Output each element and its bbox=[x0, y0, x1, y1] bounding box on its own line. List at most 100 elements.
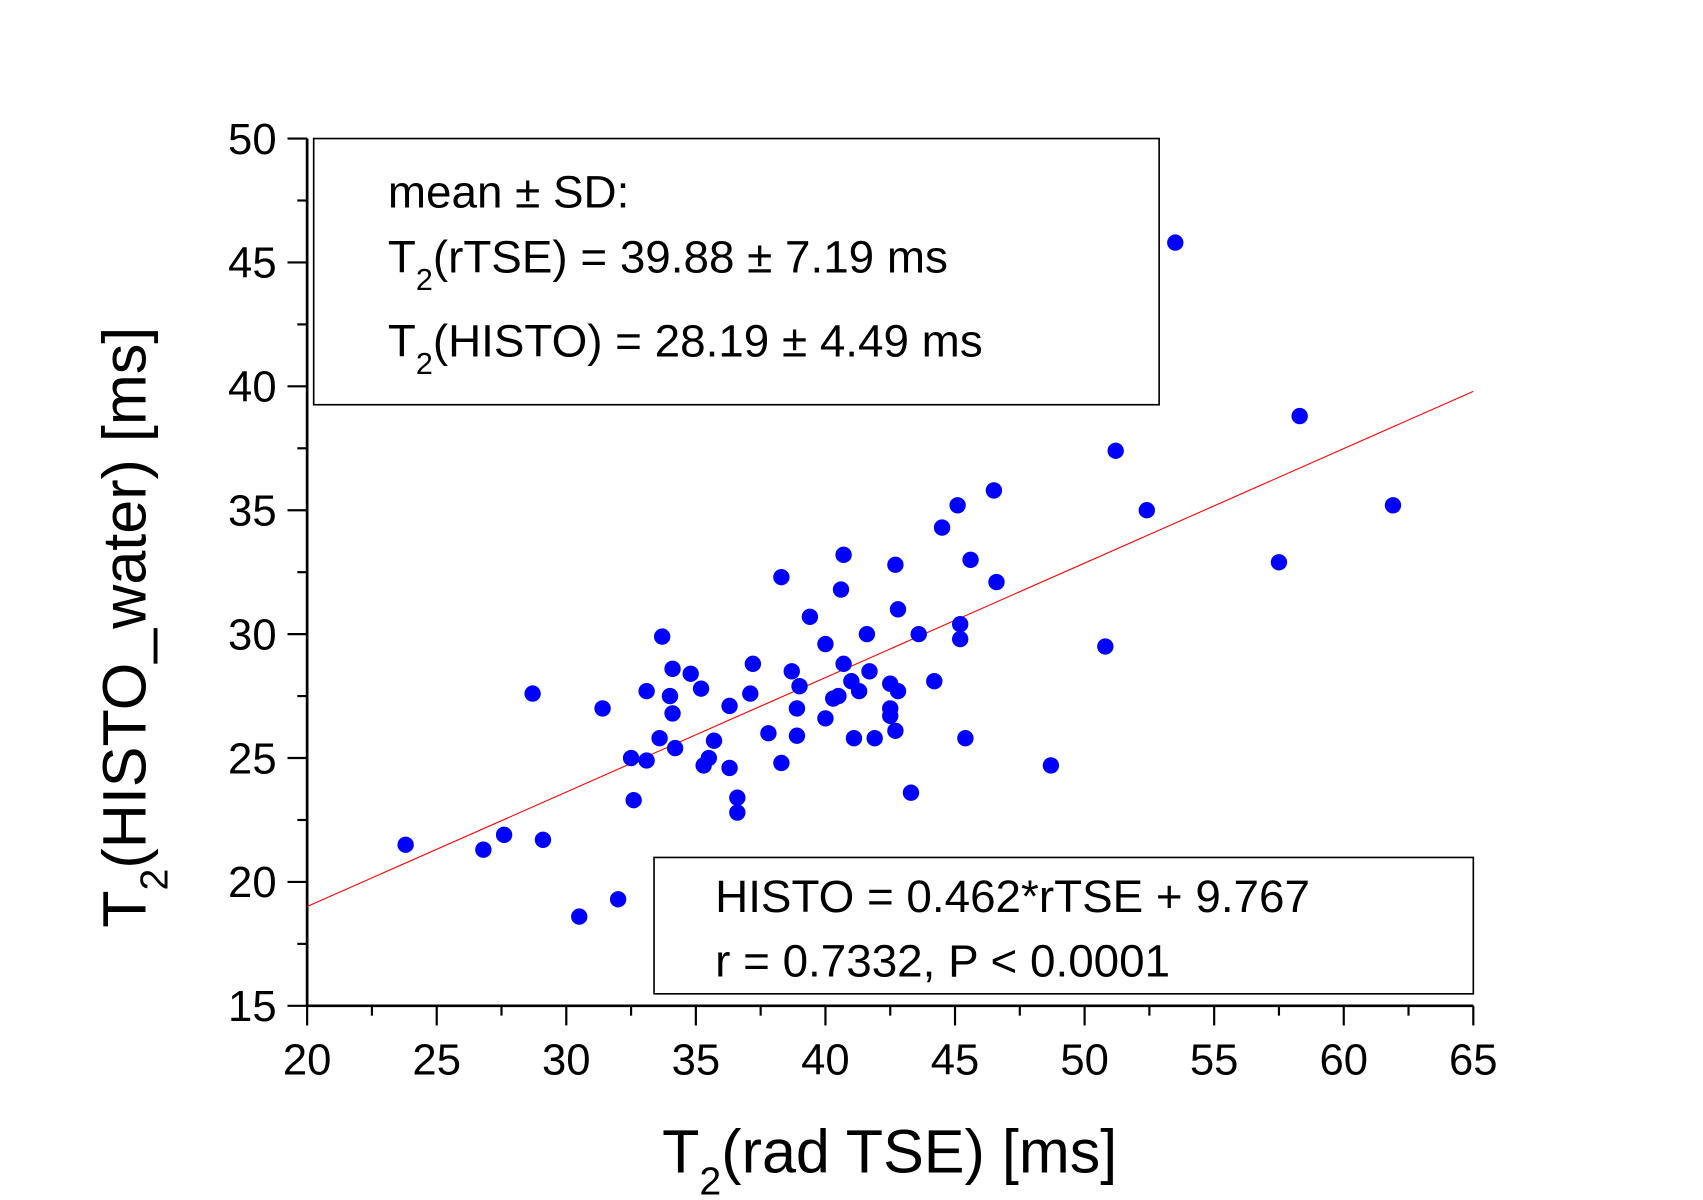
data-point bbox=[524, 685, 541, 702]
data-point bbox=[1107, 442, 1124, 459]
data-point bbox=[835, 655, 852, 673]
data-point bbox=[910, 625, 927, 643]
data-point bbox=[664, 660, 681, 678]
data-point bbox=[475, 841, 492, 858]
data-point bbox=[882, 707, 899, 725]
data-point bbox=[783, 663, 800, 680]
data-point bbox=[830, 687, 847, 705]
x-tick-label: 20 bbox=[283, 1037, 332, 1085]
data-point bbox=[949, 497, 966, 514]
data-point bbox=[933, 519, 951, 536]
stats-line-1: mean ± SD: bbox=[388, 166, 630, 217]
data-point bbox=[902, 784, 920, 801]
data-point bbox=[666, 739, 684, 757]
data-point bbox=[682, 665, 699, 682]
data-point bbox=[962, 551, 979, 568]
data-point bbox=[651, 730, 668, 747]
data-point bbox=[988, 573, 1005, 591]
data-point bbox=[952, 616, 969, 633]
y-tick-label: 20 bbox=[228, 859, 277, 907]
data-point bbox=[887, 556, 904, 573]
regression-line bbox=[306, 390, 1474, 908]
x-tick-label: 30 bbox=[542, 1037, 591, 1085]
x-tick-label: 55 bbox=[1190, 1037, 1239, 1085]
data-points bbox=[397, 234, 1402, 925]
data-point bbox=[692, 680, 710, 697]
data-point bbox=[817, 635, 834, 653]
data-point bbox=[1042, 757, 1060, 774]
data-point bbox=[397, 836, 414, 853]
data-point bbox=[1384, 497, 1402, 514]
data-point bbox=[495, 826, 513, 844]
y-tick-label: 15 bbox=[228, 983, 277, 1031]
data-point bbox=[571, 908, 588, 925]
data-point bbox=[832, 581, 850, 598]
stats-line-3: T2(HISTO) = 28.19 ± 4.49 ms bbox=[388, 316, 983, 381]
data-point bbox=[835, 546, 852, 564]
fit-statistics: r = 0.7332, P < 0.0001 bbox=[715, 935, 1170, 986]
x-tick-label: 40 bbox=[801, 1037, 850, 1085]
data-point bbox=[700, 749, 718, 767]
data-point bbox=[742, 685, 759, 702]
data-point bbox=[889, 601, 907, 618]
stats-line-2: T2(rTSE) = 39.88 ± 7.19 ms bbox=[388, 232, 948, 297]
data-point bbox=[609, 891, 627, 908]
x-tick-label: 35 bbox=[672, 1037, 721, 1085]
data-point bbox=[721, 697, 738, 715]
data-point bbox=[773, 568, 790, 586]
data-point bbox=[801, 608, 819, 625]
data-point bbox=[817, 710, 834, 727]
data-point bbox=[889, 682, 907, 700]
y-tick-label: 30 bbox=[228, 611, 277, 659]
data-point bbox=[1291, 407, 1308, 425]
fit-box bbox=[653, 856, 1475, 995]
data-point bbox=[664, 705, 681, 722]
data-point bbox=[957, 730, 974, 747]
data-point bbox=[760, 725, 777, 742]
data-point bbox=[721, 759, 738, 777]
x-tick-label: 65 bbox=[1449, 1037, 1498, 1085]
data-point bbox=[926, 673, 943, 690]
data-point bbox=[534, 831, 552, 848]
data-point bbox=[866, 730, 883, 747]
data-point bbox=[773, 754, 790, 772]
x-tick-label: 25 bbox=[412, 1037, 461, 1085]
y-tick-label: 35 bbox=[228, 488, 277, 536]
x-tick-label: 50 bbox=[1060, 1037, 1109, 1085]
x-tick-label: 45 bbox=[931, 1037, 980, 1085]
data-point bbox=[887, 722, 904, 739]
y-axis-label: T2(HISTO_water) [ms] bbox=[91, 327, 177, 928]
data-point bbox=[594, 700, 611, 717]
data-point bbox=[788, 727, 806, 744]
data-point bbox=[791, 677, 808, 695]
data-point bbox=[861, 663, 878, 680]
data-point bbox=[729, 804, 746, 821]
data-point bbox=[625, 791, 642, 809]
data-point bbox=[985, 482, 1003, 499]
data-point bbox=[638, 682, 655, 700]
x-axis-label: T2(rad TSE) [ms] bbox=[662, 1118, 1117, 1200]
data-point bbox=[653, 628, 671, 645]
y-tick-label: 50 bbox=[228, 116, 277, 164]
data-point bbox=[952, 630, 969, 648]
data-point bbox=[788, 700, 806, 717]
data-point bbox=[744, 655, 762, 673]
data-point bbox=[1270, 554, 1288, 571]
data-point bbox=[638, 752, 655, 769]
data-point bbox=[845, 730, 863, 747]
data-point bbox=[858, 625, 876, 643]
data-point bbox=[661, 687, 679, 705]
data-point bbox=[729, 789, 746, 806]
y-tick-label: 40 bbox=[228, 364, 277, 412]
fit-equation: HISTO = 0.462*rTSE + 9.767 bbox=[715, 871, 1310, 922]
y-tick-label: 45 bbox=[228, 240, 277, 288]
data-point bbox=[1097, 638, 1114, 655]
y-tick-label: 25 bbox=[228, 735, 277, 783]
data-point bbox=[622, 749, 640, 767]
data-point bbox=[1167, 234, 1184, 251]
data-point bbox=[705, 732, 723, 749]
x-tick-label: 60 bbox=[1319, 1037, 1368, 1085]
stats-box bbox=[312, 137, 1160, 406]
